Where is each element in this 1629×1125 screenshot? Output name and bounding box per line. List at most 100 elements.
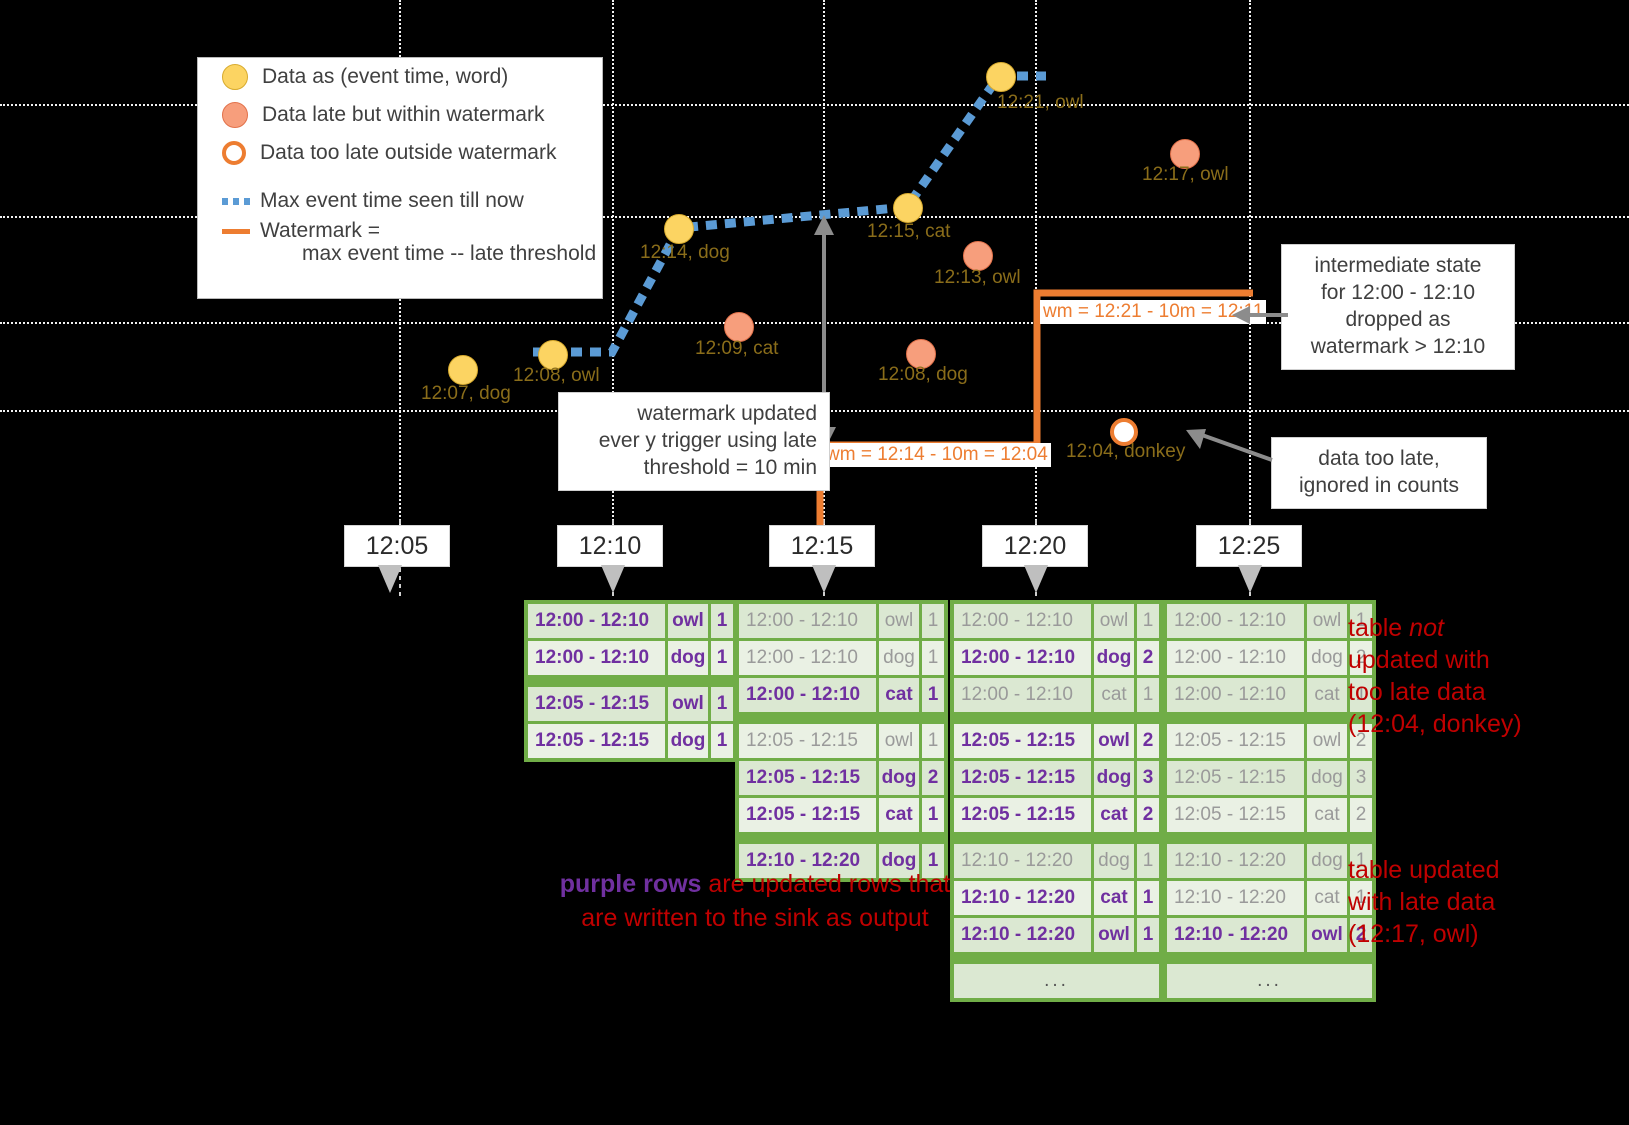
cell-count: 2 (1137, 724, 1159, 758)
cell-count: 1 (711, 604, 733, 638)
table-group-separator (1167, 715, 1372, 721)
cell-word: owl (879, 724, 919, 758)
point-12-07-dog (448, 355, 478, 385)
note-not-updated-text: table not updated with too late data (12… (1348, 614, 1522, 738)
table-row: 12:00 - 12:10 owl 1 (1167, 604, 1372, 638)
ellipsis-cell: ... (954, 964, 1159, 998)
cell-window: 12:05 - 12:15 (739, 798, 876, 832)
point-label-12-07-dog: 12:07, dog (421, 383, 511, 404)
table-row: 12:10 - 12:20 dog 1 (1167, 844, 1372, 878)
table-12-10: 12:00 - 12:10 owl 1 12:00 - 12:10 dog 1 12:05 … (524, 600, 737, 762)
cell-window: 12:00 - 12:10 (1167, 641, 1304, 675)
cell-word: cat (1094, 798, 1134, 832)
hollow-orange-dot-icon (222, 141, 246, 165)
table-row: 12:05 - 12:15 dog 1 (528, 724, 733, 758)
point-12-08-dog (906, 339, 936, 369)
point-label-12-21-owl: 12:21, owl (997, 92, 1084, 113)
cell-word: dog (1307, 844, 1347, 878)
cell-count: 1 (1137, 678, 1159, 712)
table-row: 12:00 - 12:10 dog 1 (528, 641, 733, 675)
point-label-12-04-donkey: 12:04, donkey (1066, 441, 1186, 462)
note-not-updated: table not updated with too late data (12… (1348, 580, 1522, 740)
cell-word: cat (1307, 798, 1347, 832)
table-row: 12:05 - 12:15 dog 3 (954, 761, 1159, 795)
table-row: 12:10 - 12:20 dog 1 (739, 844, 944, 878)
point-label-12-09-cat: 12:09, cat (695, 338, 779, 359)
cell-count: 1 (1350, 844, 1372, 878)
cell-count: 1 (711, 724, 733, 758)
table-row: 12:00 - 12:10 cat 1 (1167, 678, 1372, 712)
table-12-25: 12:00 - 12:10 owl 1 12:00 - 12:10 dog 2 12:00 … (1163, 600, 1376, 1002)
cell-count: 1 (1137, 918, 1159, 952)
note-purple-prefix: purple rows (559, 870, 702, 898)
table-row: 12:10 - 12:20 owl 1 (954, 918, 1159, 952)
table-group-separator (1167, 835, 1372, 841)
point-12-15-cat (893, 193, 923, 223)
note-purple-rows: purple rows are updated rows that are wr… (495, 868, 1015, 936)
legend-item-late: Data late but within watermark (198, 96, 602, 134)
cell-window: 12:05 - 12:15 (954, 798, 1091, 832)
table-row: 12:05 - 12:15 owl 1 (739, 724, 944, 758)
cell-window: 12:00 - 12:10 (739, 604, 876, 638)
legend-label-watermark: Watermark = (260, 219, 380, 242)
cell-window: 12:05 - 12:15 (1167, 724, 1304, 758)
point-12-13-owl (963, 241, 993, 271)
yellow-dot-icon (222, 64, 248, 90)
cell-count: 1 (1137, 881, 1159, 915)
cell-count: 1 (711, 641, 733, 675)
table-12-15: 12:00 - 12:10 owl 1 12:00 - 12:10 dog 1 12:00 … (735, 600, 948, 882)
point-12-09-cat (724, 312, 754, 342)
table-row: 12:00 - 12:10 dog 2 (954, 641, 1159, 675)
note-updated-late: table updated with late data (12:17, owl… (1348, 822, 1500, 950)
cell-window: 12:05 - 12:15 (954, 761, 1091, 795)
cell-word: cat (1094, 881, 1134, 915)
table-row-ellipsis: ... (1167, 964, 1372, 998)
point-label-12-13-owl: 12:13, owl (934, 267, 1021, 288)
cell-window: 12:05 - 12:15 (1167, 761, 1304, 795)
cell-word: owl (668, 604, 708, 638)
legend: Data as (event time, word) Data late but… (197, 57, 603, 299)
cell-count: 1 (922, 678, 944, 712)
table-group-separator (528, 678, 733, 684)
cell-count: 2 (1350, 641, 1372, 675)
time-label-12-05: 12:05 (344, 525, 450, 567)
cell-window: 12:10 - 12:20 (739, 844, 876, 878)
cell-count: 2 (1350, 798, 1372, 832)
cell-word: dog (668, 641, 708, 675)
cell-word: owl (879, 604, 919, 638)
callout-too-late: data too late, ignored in counts (1271, 437, 1487, 509)
legend-label-late: Data late but within watermark (262, 103, 545, 126)
legend-item-maxevent: Max event time seen till now (198, 186, 602, 216)
cell-window: 12:00 - 12:10 (954, 678, 1091, 712)
note-updated-late-text: table updated with late data (12:17, owl… (1348, 856, 1500, 948)
cell-count: 1 (1137, 604, 1159, 638)
cell-window: 12:05 - 12:15 (954, 724, 1091, 758)
point-12-14-dog (664, 214, 694, 244)
cell-word: dog (1094, 641, 1134, 675)
cell-window: 12:05 - 12:15 (528, 724, 665, 758)
table-row: 12:10 - 12:20 owl 2 (1167, 918, 1372, 952)
cell-window: 12:00 - 12:10 (1167, 678, 1304, 712)
callout-intermediate-state: intermediate state for 12:00 - 12:10 dro… (1281, 244, 1515, 370)
cell-window: 12:05 - 12:15 (1167, 798, 1304, 832)
cell-window: 12:10 - 12:20 (954, 844, 1091, 878)
cell-window: 12:10 - 12:20 (954, 918, 1091, 952)
cell-word: cat (1307, 678, 1347, 712)
table-row: 12:10 - 12:20 cat 1 (1167, 881, 1372, 915)
cell-window: 12:10 - 12:20 (954, 881, 1091, 915)
point-label-12-14-dog: 12:14, dog (640, 242, 730, 263)
cell-count: 1 (1350, 604, 1372, 638)
cell-count: 2 (1350, 918, 1372, 952)
legend-label-too-late: Data too late outside watermark (260, 141, 557, 164)
table-row: 12:05 - 12:15 owl 2 (954, 724, 1159, 758)
blue-dashed-line-icon (222, 197, 250, 205)
cell-count: 1 (922, 844, 944, 878)
table-group-separator (739, 715, 944, 721)
table-row: 12:10 - 12:20 dog 1 (954, 844, 1159, 878)
cell-window: 12:10 - 12:20 (1167, 844, 1304, 878)
cell-count: 1 (711, 687, 733, 721)
legend-label-maxevent: Max event time seen till now (260, 189, 524, 212)
arrow-intermediate (1232, 306, 1288, 324)
table-group-separator (954, 715, 1159, 721)
